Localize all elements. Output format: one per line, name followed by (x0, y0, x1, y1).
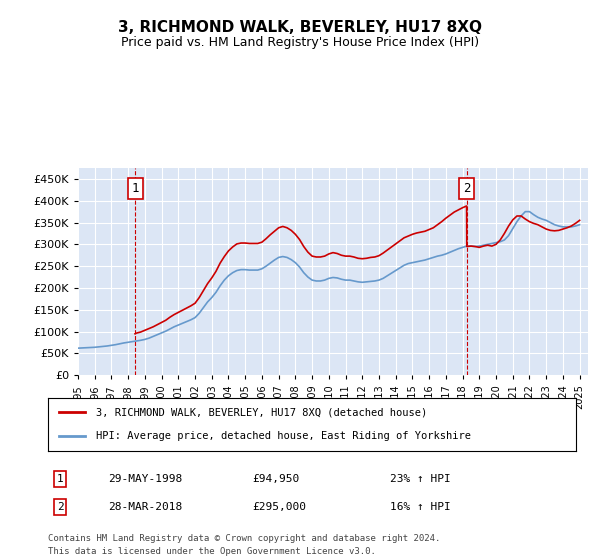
Text: 2: 2 (463, 182, 470, 195)
Text: Price paid vs. HM Land Registry's House Price Index (HPI): Price paid vs. HM Land Registry's House … (121, 36, 479, 49)
Text: £94,950: £94,950 (252, 474, 299, 484)
Text: Contains HM Land Registry data © Crown copyright and database right 2024.: Contains HM Land Registry data © Crown c… (48, 534, 440, 543)
Text: 2: 2 (56, 502, 64, 512)
Text: 28-MAR-2018: 28-MAR-2018 (108, 502, 182, 512)
Text: This data is licensed under the Open Government Licence v3.0.: This data is licensed under the Open Gov… (48, 547, 376, 556)
Text: 1: 1 (56, 474, 64, 484)
Text: 23% ↑ HPI: 23% ↑ HPI (390, 474, 451, 484)
Text: 1: 1 (131, 182, 139, 195)
Text: 16% ↑ HPI: 16% ↑ HPI (390, 502, 451, 512)
Text: 29-MAY-1998: 29-MAY-1998 (108, 474, 182, 484)
Text: 3, RICHMOND WALK, BEVERLEY, HU17 8XQ: 3, RICHMOND WALK, BEVERLEY, HU17 8XQ (118, 20, 482, 35)
Text: 3, RICHMOND WALK, BEVERLEY, HU17 8XQ (detached house): 3, RICHMOND WALK, BEVERLEY, HU17 8XQ (de… (95, 408, 427, 418)
Text: £295,000: £295,000 (252, 502, 306, 512)
Text: HPI: Average price, detached house, East Riding of Yorkshire: HPI: Average price, detached house, East… (95, 431, 470, 441)
